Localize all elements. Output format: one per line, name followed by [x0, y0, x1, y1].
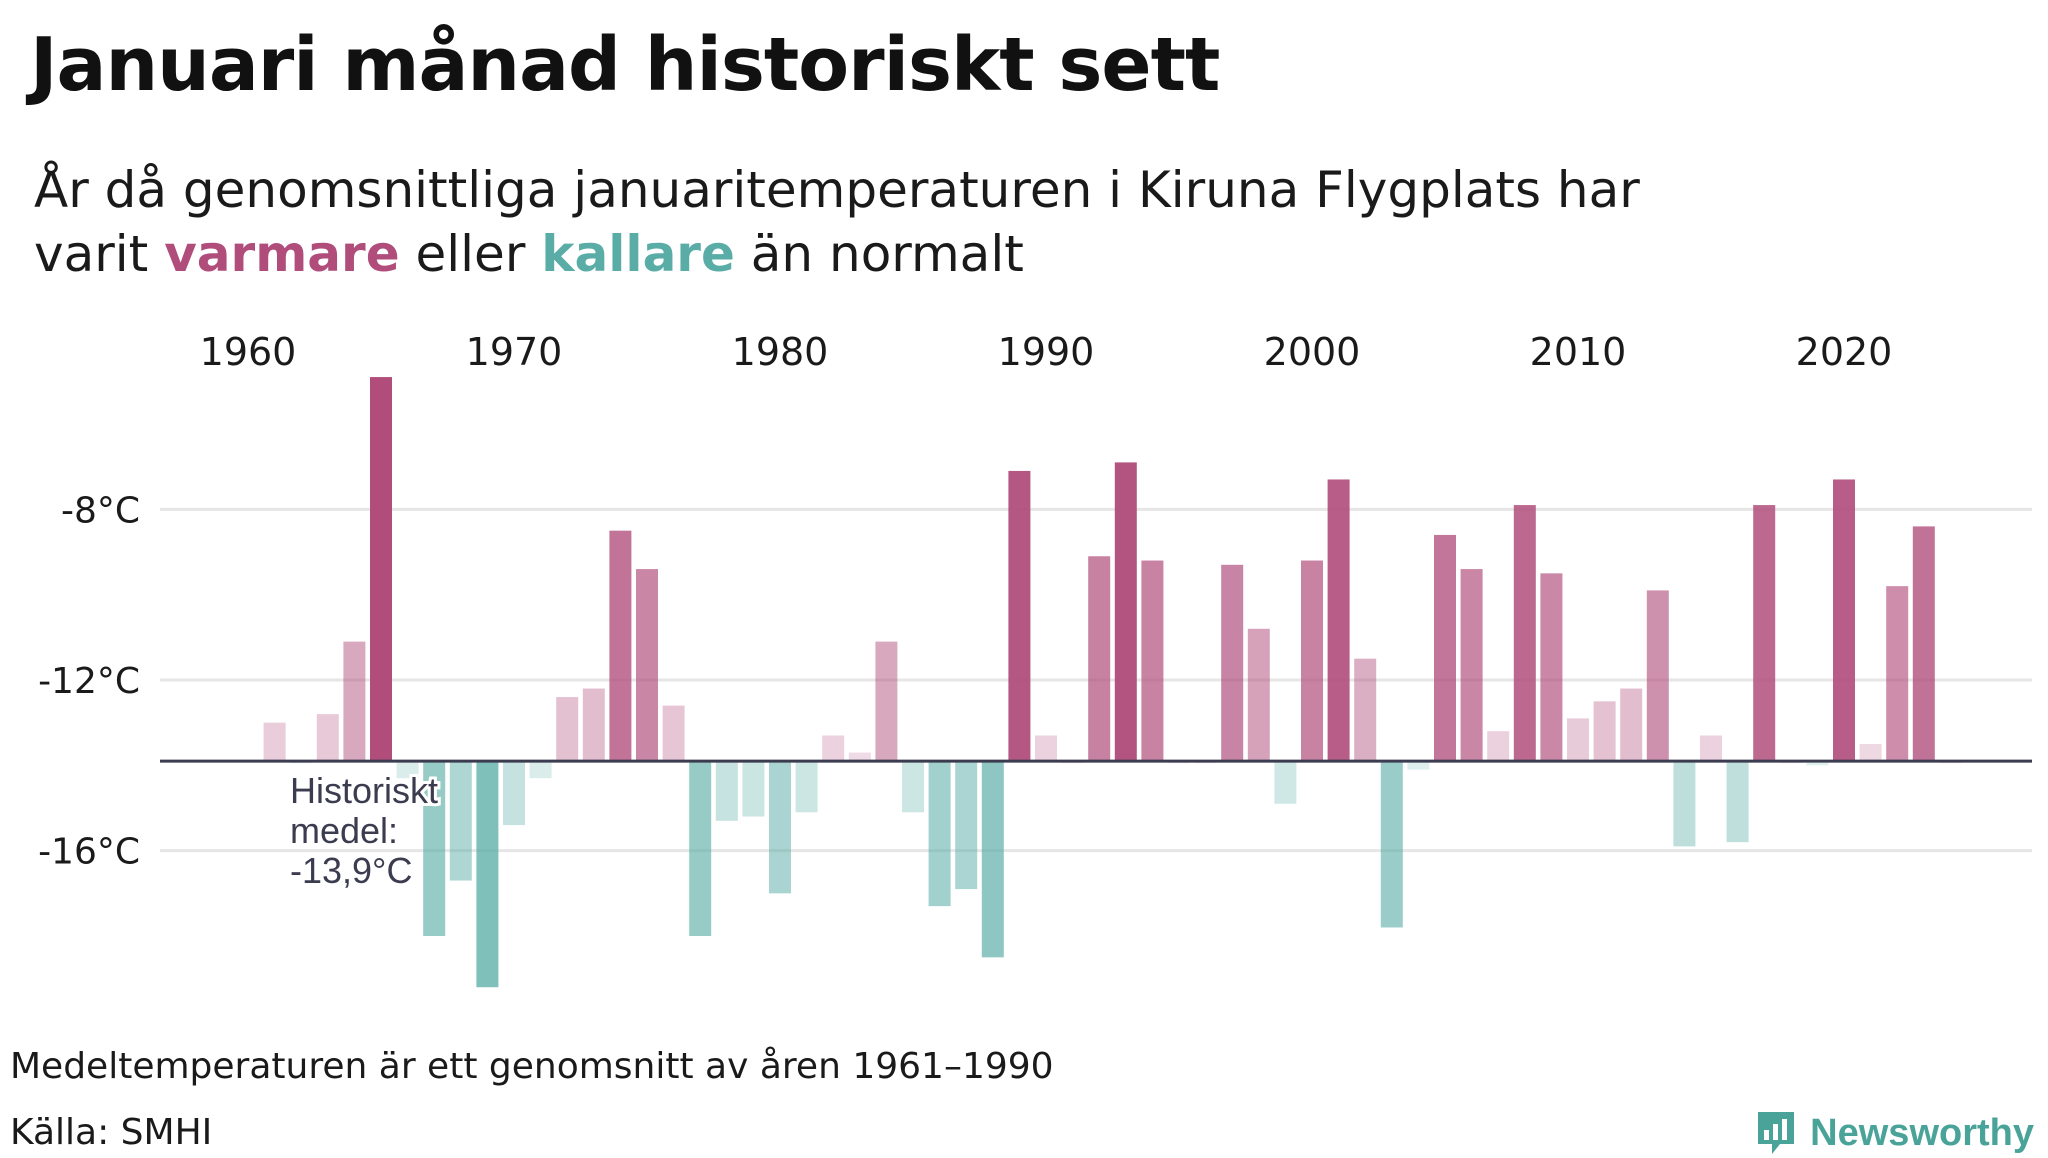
subtitle-prefix: År då genomsnittliga januaritemperaturen… — [34, 161, 1640, 219]
baseline-annotation: -13,9°C — [290, 850, 412, 891]
temperature-bar — [1646, 590, 1669, 762]
temperature-bar — [1114, 462, 1137, 762]
temperature-bar — [1008, 470, 1031, 762]
temperature-bar — [609, 530, 632, 762]
temperature-bar — [848, 752, 871, 762]
subtitle-cold-word: kallare — [541, 225, 735, 283]
chart-source: Källa: SMHI — [10, 1112, 213, 1153]
temperature-bar — [875, 641, 898, 762]
temperature-bar — [449, 761, 472, 881]
subtitle-warm-word: varmare — [164, 225, 400, 283]
chart-footnote: Medeltemperaturen är ett genomsnitt av å… — [10, 1046, 1054, 1087]
temperature-bar — [1301, 560, 1323, 762]
subtitle-middle: eller — [415, 225, 526, 283]
temperature-bar — [556, 697, 579, 762]
temperature-bar — [1274, 761, 1297, 804]
temperature-bar — [1912, 526, 1935, 762]
temperature-bar — [1141, 560, 1164, 762]
temperature-bar — [343, 641, 366, 762]
temperature-bar — [769, 761, 791, 894]
temperature-bar — [1247, 628, 1270, 762]
y-tick-label: -8°C — [61, 490, 140, 531]
page-title: Januari månad historiskt sett — [30, 22, 1220, 108]
temperature-bar — [529, 761, 552, 779]
temperature-bar — [263, 722, 286, 762]
temperature-bar — [795, 761, 818, 813]
temperature-bar — [1726, 761, 1749, 843]
temperature-bar — [636, 569, 658, 762]
temperature-bar — [1487, 731, 1510, 762]
temperature-bar — [1700, 735, 1722, 762]
temperature-bar — [396, 761, 419, 779]
temperature-bar — [582, 688, 605, 762]
temperature-bar — [1088, 556, 1111, 762]
temperature-bar — [1407, 761, 1430, 770]
y-tick-label: -16°C — [38, 832, 140, 873]
x-tick-label: 2010 — [1530, 330, 1627, 374]
temperature-bar — [476, 761, 499, 988]
subtitle-suffix: än normalt — [750, 225, 1024, 283]
temperature-bar — [1221, 564, 1244, 762]
temperature-bar — [1327, 479, 1350, 762]
temperature-bar — [1886, 586, 1909, 762]
temperature-bar — [1593, 701, 1616, 762]
temperature-bar — [742, 761, 765, 817]
temperature-bar — [1540, 573, 1563, 762]
x-tick-label: 2020 — [1796, 330, 1893, 374]
temperature-bar — [503, 761, 525, 826]
temperature-bar — [1620, 688, 1643, 762]
temperature-bar — [1354, 658, 1377, 762]
temperature-bar — [1753, 505, 1776, 762]
x-tick-label: 1970 — [466, 330, 563, 374]
x-tick-label: 1990 — [998, 330, 1095, 374]
temperature-bar — [1035, 735, 1057, 762]
temperature-bar — [1513, 505, 1536, 762]
temperature-bar — [715, 761, 738, 821]
subtitle-line2-start: varit — [34, 225, 149, 283]
temperature-bar — [423, 761, 446, 936]
temperature-bar — [1567, 718, 1589, 762]
temperature-bar — [902, 761, 924, 813]
baseline-annotation: Historiskt — [290, 770, 438, 811]
temperature-bar — [1673, 761, 1696, 847]
newsworthy-logo-icon — [1758, 1112, 1795, 1154]
temperature-bar — [1380, 761, 1403, 928]
temperature-bar — [316, 714, 339, 762]
baseline-annotation: medel: — [290, 810, 398, 851]
x-tick-label: 1960 — [200, 330, 297, 374]
brand-name: Newsworthy — [1810, 1111, 2034, 1154]
x-tick-label: 1980 — [732, 330, 829, 374]
temperature-bar — [1434, 534, 1456, 762]
temperature-bar — [928, 761, 951, 907]
temperature-bar — [822, 735, 845, 762]
temperature-bar — [1460, 569, 1483, 762]
temperature-bar — [981, 761, 1004, 958]
temperature-bar — [662, 705, 685, 762]
temperature-bar — [955, 761, 978, 890]
x-tick-label: 2000 — [1264, 330, 1361, 374]
chart-subtitle: År då genomsnittliga januaritemperaturen… — [34, 158, 1934, 286]
temperature-bar — [1833, 479, 1855, 762]
temperature-bar — [1859, 744, 1882, 762]
temperature-bar — [370, 377, 392, 762]
temperature-bar — [689, 761, 712, 936]
brand-logo: Newsworthy — [1754, 1108, 2034, 1158]
temperature-bar-chart: -8°C -12°C -16°C 1960 1970 1980 1990 2000 2010 20… — [38, 330, 2032, 988]
temperature-bar — [1806, 761, 1829, 766]
y-tick-label: -12°C — [38, 661, 140, 702]
